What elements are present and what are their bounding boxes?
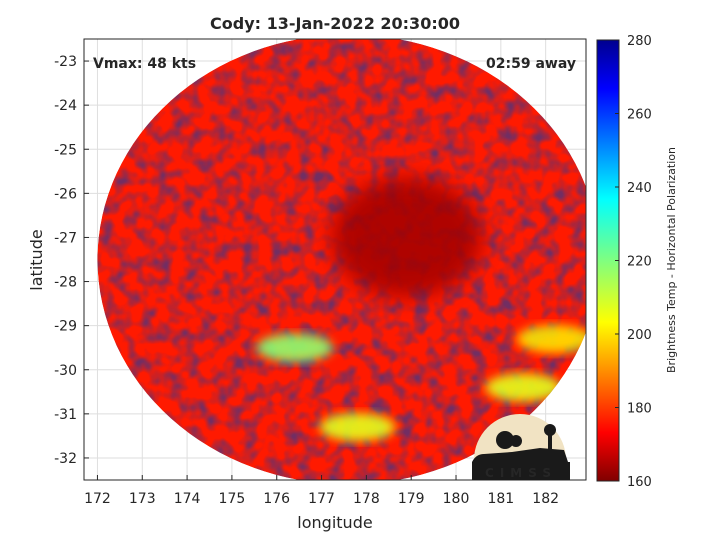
colorbar-tick-label: 160 (627, 475, 652, 490)
y-tick-label: -29 (54, 319, 77, 335)
warm-band (319, 413, 396, 442)
y-tick-label: -23 (54, 54, 77, 70)
cold-core (331, 177, 482, 298)
colorbar-tick-label: 260 (627, 108, 652, 123)
x-tick-label: 182 (532, 491, 559, 507)
y-tick-label: -32 (54, 451, 77, 467)
cimss-logo: CIMSS (472, 414, 570, 480)
x-tick-label: 172 (84, 491, 111, 507)
y-axis-label: latitude (27, 229, 46, 290)
x-axis-label: longitude (297, 513, 372, 532)
warm-band (516, 324, 586, 353)
x-tick-label: 181 (487, 491, 514, 507)
y-tick-label: -27 (54, 230, 77, 246)
colorbar-tick-label: 240 (627, 181, 652, 196)
y-tick-label: -25 (54, 142, 77, 158)
brightness-swath (97, 39, 586, 480)
y-tick-label: -30 (54, 363, 77, 379)
x-tick-label: 174 (174, 491, 201, 507)
x-tick-label: 176 (263, 491, 290, 507)
x-tick-label: 177 (308, 491, 335, 507)
x-tick-label: 179 (398, 491, 425, 507)
y-tick-label: -24 (54, 98, 77, 114)
plot-area: 172 173 174 175 176 177 178 179 180 181 182 -23 -24 -… (54, 38, 587, 507)
axis-ticks: 172 173 174 175 176 177 178 179 180 181 182 -23 -24 -… (54, 54, 559, 507)
colorbar-tick-label: 180 (627, 402, 652, 417)
colorbar-ticks: 160 180 200 220 240 260 280 (615, 34, 652, 490)
logo-text: CIMSS (485, 466, 557, 480)
y-tick-label: -31 (54, 407, 77, 423)
warm-band (256, 333, 333, 362)
logo-tower-icon (548, 434, 552, 452)
x-tick-label: 175 (219, 491, 246, 507)
colorbar-tick-label: 280 (627, 34, 652, 49)
y-tick-label: -26 (54, 186, 77, 202)
y-tick-label: -28 (54, 275, 77, 291)
colorbar-label: Brightness Temp - Horizontal Polarizatio… (665, 147, 678, 373)
colorbar-tick-label: 220 (627, 255, 652, 270)
vmax-annotation: Vmax: 48 kts (93, 56, 196, 72)
x-tick-label: 178 (353, 491, 380, 507)
warm-band (485, 373, 562, 402)
x-tick-label: 173 (129, 491, 156, 507)
logo-tank-icon (544, 424, 556, 436)
time-away-annotation: 02:59 away (486, 56, 576, 72)
logo-dish-icon (496, 431, 514, 449)
colorbar: 160 180 200 220 240 260 280 Brightness Temp - … (596, 34, 678, 490)
chart-title: Cody: 13-Jan-2022 20:30:00 (210, 14, 460, 33)
logo-dish-small-icon (510, 435, 522, 447)
colorbar-tick-label: 200 (627, 328, 652, 343)
logo-banner (472, 462, 570, 480)
plot-frame (83, 38, 587, 481)
logo-building (472, 448, 568, 462)
x-tick-label: 180 (443, 491, 470, 507)
swath-fill (97, 39, 586, 480)
